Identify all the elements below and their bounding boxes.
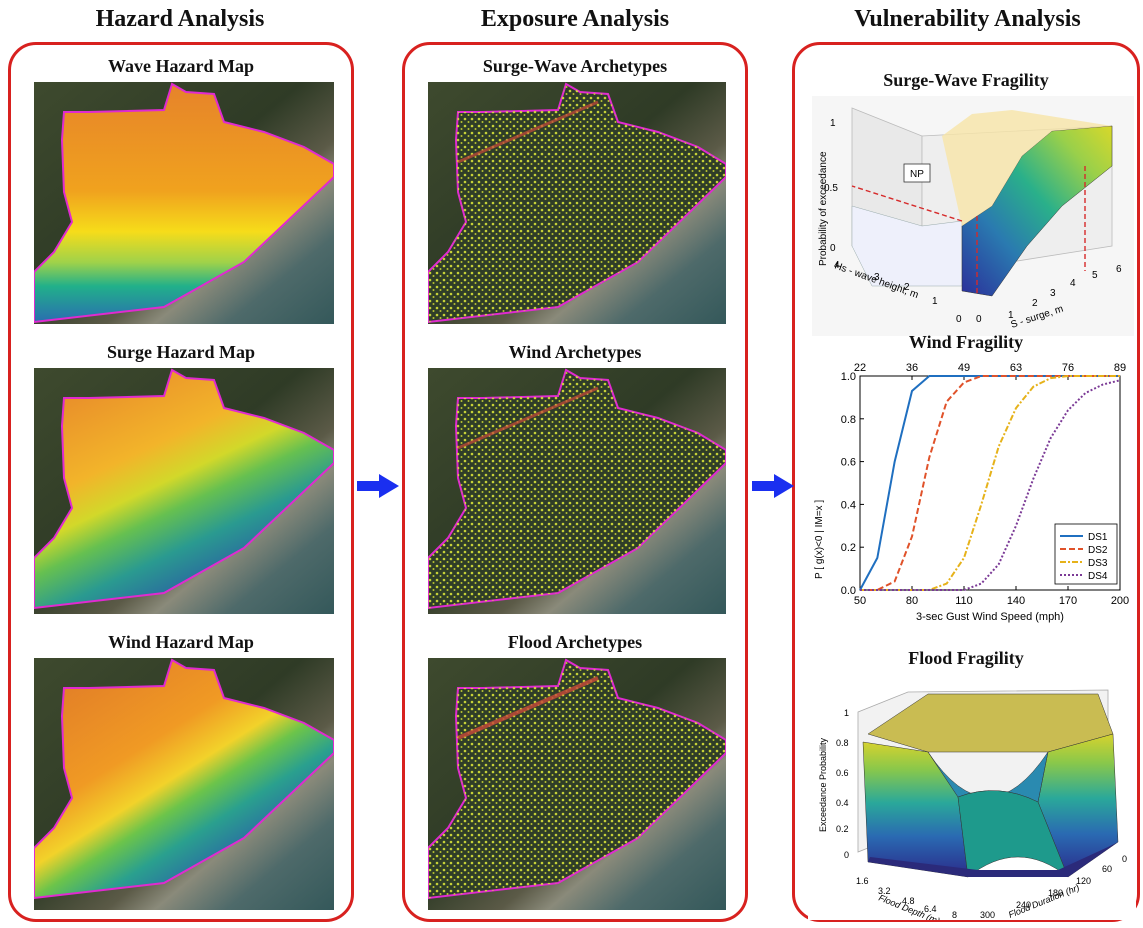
depth-tick: 6.4 [924, 904, 937, 914]
y-tick-label: 0.6 [841, 457, 856, 469]
series-line-ds4 [860, 379, 1121, 591]
x-tick-label: 170 [1059, 595, 1077, 607]
legend-label: DS2 [1088, 545, 1108, 556]
dur-tick: 180 [1048, 888, 1063, 898]
x-tick-label: 80 [906, 595, 918, 607]
top-tick-label: 36 [906, 362, 918, 374]
wind-fragility-title: Wind Fragility [908, 332, 1024, 352]
flood-z-axis-label: Exceedance Probability [818, 737, 828, 832]
flood-archetypes-title: Flood Archetypes [507, 632, 643, 652]
y-tick-label: 0.8 [841, 414, 856, 426]
s-tick: 4 [1070, 278, 1076, 289]
dur-tick: 300 [980, 910, 995, 920]
s-tick: 5 [1092, 270, 1098, 281]
surge-hazard-map-title: Surge Hazard Map [107, 342, 255, 362]
flood-z-tick: 0.6 [836, 768, 849, 778]
z-axis-label: Probability of exceedance [818, 151, 829, 266]
x-tick-label: 110 [955, 595, 973, 607]
s-tick: 1 [1008, 310, 1014, 321]
y-tick-label: 0.2 [841, 542, 856, 554]
hs-tick: 3 [874, 272, 880, 283]
legend-label: DS4 [1088, 571, 1108, 582]
depth-tick: 4.8 [902, 896, 915, 906]
hs-tick: 1 [932, 296, 938, 307]
depth-tick: 1.6 [856, 876, 869, 886]
arrow-right-icon [357, 474, 399, 498]
dur-tick: 0 [1122, 854, 1127, 864]
s-tick: 6 [1116, 264, 1122, 275]
hazard-analysis-title: Hazard Analysis [95, 6, 265, 32]
z-tick: 0 [830, 243, 836, 254]
wind-y-axis-label: P [ g(x)<0 | IM=x ] [814, 500, 825, 579]
top-tick-label: 63 [1010, 362, 1022, 374]
wind-archetypes-title: Wind Archetypes [508, 342, 642, 362]
surge-wave-archetypes-title: Surge-Wave Archetypes [482, 56, 668, 76]
depth-tick: 3.2 [878, 886, 891, 896]
x-tick-label: 50 [854, 595, 866, 607]
flood-z-tick: 0.2 [836, 824, 849, 834]
x-tick-label: 200 [1111, 595, 1129, 607]
surge-wave-archetypes-map [428, 82, 726, 324]
dur-tick: 120 [1076, 876, 1091, 886]
y-tick-label: 1.0 [841, 371, 856, 383]
exposure-analysis-title: Exposure Analysis [480, 6, 670, 32]
top-tick-label: 49 [958, 362, 970, 374]
series-line-ds3 [860, 375, 1120, 591]
wind-archetypes-map [428, 368, 726, 614]
flood-archetypes-map [428, 658, 726, 910]
wave-hazard-map [34, 82, 334, 324]
np-label: NP [910, 169, 924, 180]
s-tick: 3 [1050, 288, 1056, 299]
surge-wave-fragility-plot: NP 1 0.5 0 Probability of exceedance Hs … [812, 96, 1134, 336]
wind-hazard-map-title: Wind Hazard Map [108, 632, 254, 652]
flood-fragility-plot: 1 0.8 0.6 0.4 0.2 0 1.6 3.2 4.8 6.4 8 30… [808, 672, 1136, 920]
legend-label: DS3 [1088, 558, 1108, 569]
s-tick: 0 [976, 314, 982, 325]
arrow-right-icon [752, 474, 794, 498]
x-tick-label: 140 [1007, 595, 1025, 607]
wind-x-axis-label: 3-sec Gust Wind Speed (mph) [916, 611, 1064, 623]
dur-tick: 60 [1102, 864, 1112, 874]
hs-tick: 2 [904, 282, 910, 293]
dur-tick: 240 [1016, 900, 1031, 910]
flood-z-tick: 1 [844, 708, 849, 718]
flood-z-tick: 0.8 [836, 738, 849, 748]
y-tick-label: 0.0 [841, 585, 856, 597]
flood-z-tick: 0.4 [836, 798, 849, 808]
top-tick-label: 22 [854, 362, 866, 374]
hs-tick: 0 [956, 314, 962, 325]
legend-label: DS1 [1088, 532, 1108, 543]
s-tick: 2 [1032, 298, 1038, 309]
hs-tick: 4 [834, 260, 840, 271]
wind-fragility-chart: 50 22 80 36 110 49 140 63 170 76 200 89 0.0 0.2 0.4 0.6… [814, 362, 1129, 623]
top-tick-label: 76 [1062, 362, 1074, 374]
wave-hazard-map-title: Wave Hazard Map [108, 56, 254, 76]
z-tick: 1 [830, 118, 836, 129]
top-tick-label: 89 [1114, 362, 1126, 374]
flood-fragility-title: Flood Fragility [908, 648, 1024, 668]
depth-tick: 8 [952, 910, 957, 920]
surge-hazard-map [34, 368, 334, 614]
surge-wave-fragility-title: Surge-Wave Fragility [883, 70, 1049, 90]
y-tick-label: 0.4 [841, 499, 856, 511]
flood-z-tick: 0 [844, 850, 849, 860]
wind-hazard-map [34, 658, 334, 910]
z-tick: 0.5 [824, 183, 838, 194]
vulnerability-analysis-title: Vulnerability Analysis [854, 6, 1081, 32]
